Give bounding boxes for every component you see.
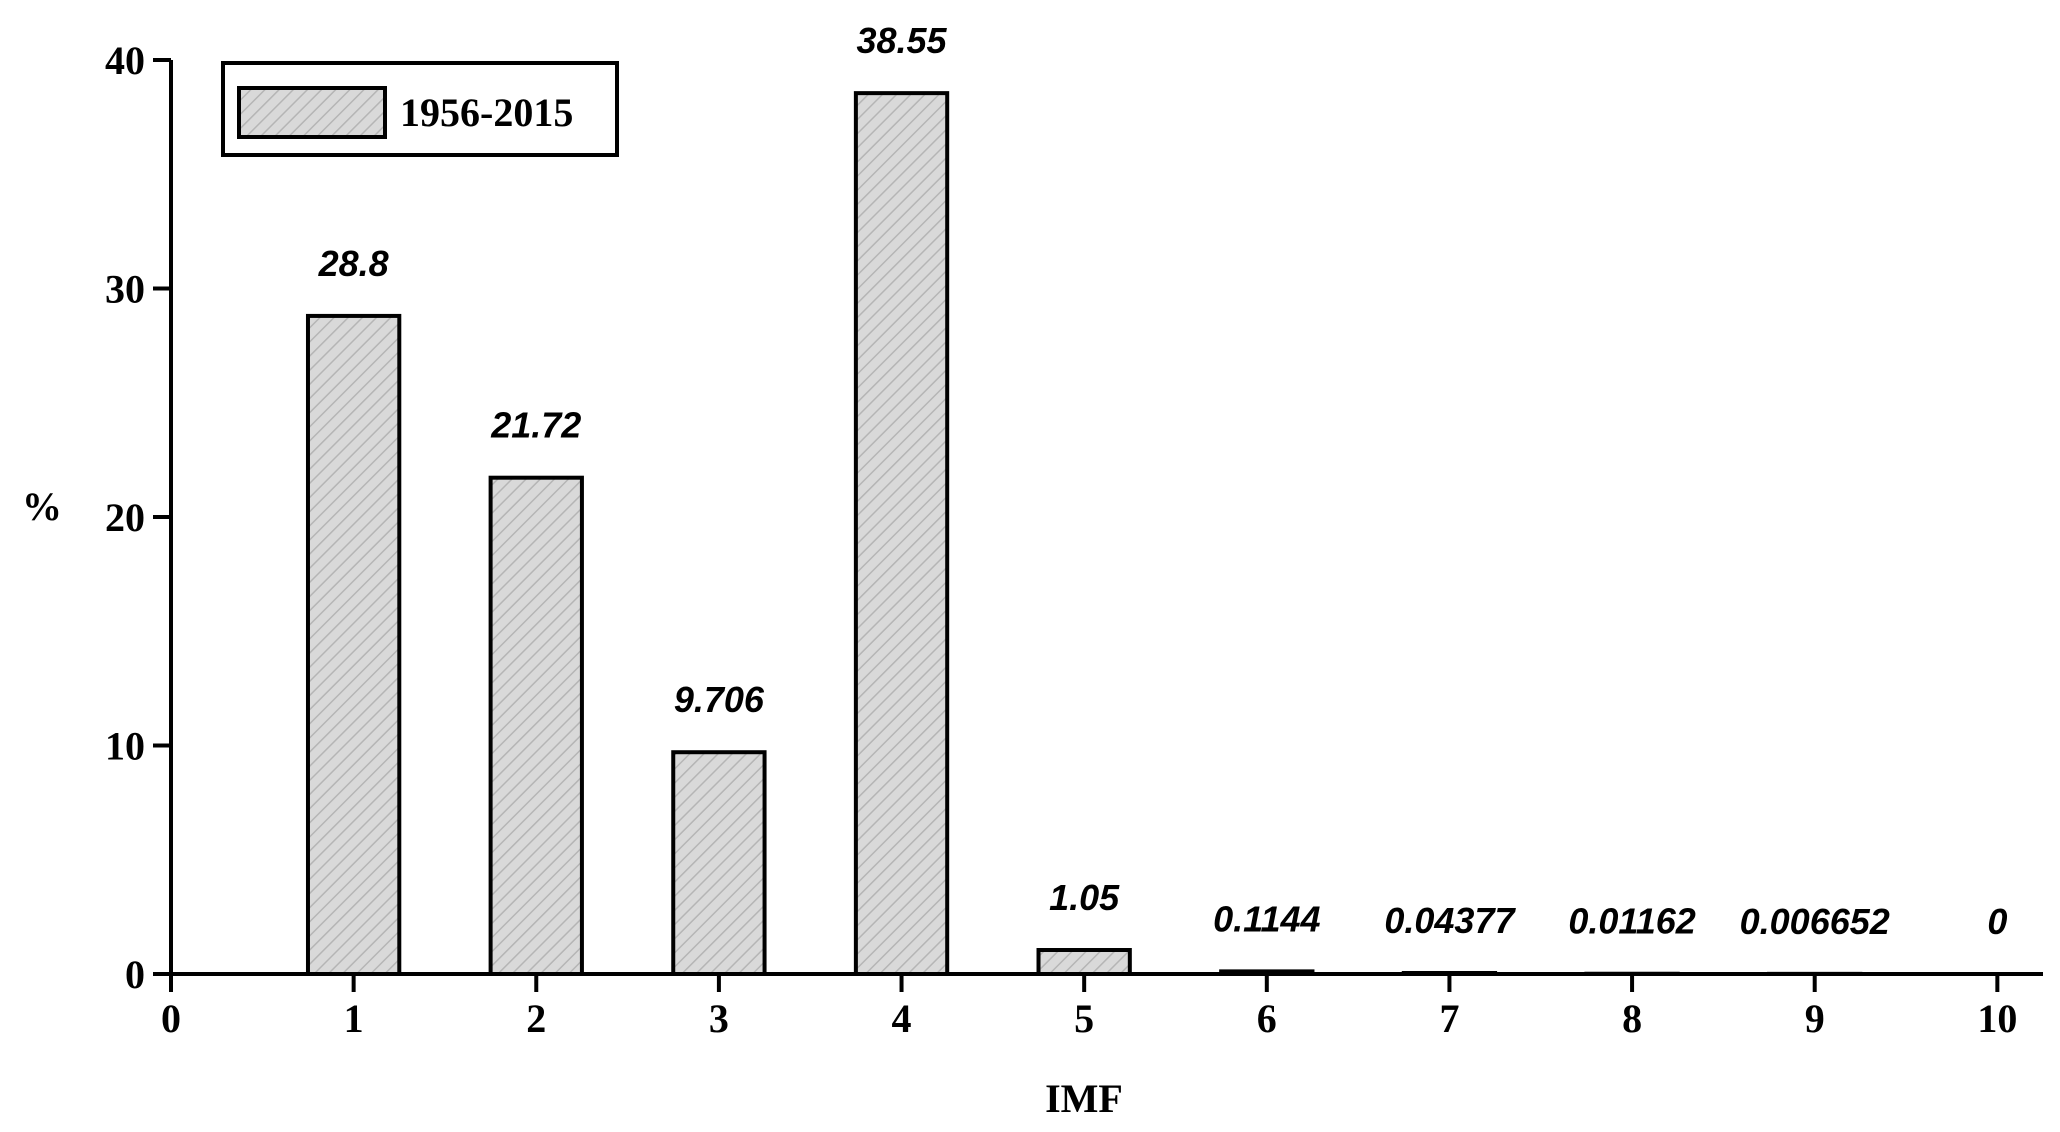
y-tick-label: 20 [105,495,145,540]
y-tick-label: 0 [125,952,145,997]
y-tick-label: 10 [105,724,145,769]
x-tick-label: 5 [1074,996,1094,1041]
x-tick-label: 2 [526,996,546,1041]
x-tick-label: 0 [161,996,181,1041]
data-label: 0 [1987,901,2007,942]
x-tick-label: 6 [1257,996,1277,1041]
x-tick-label: 4 [892,996,912,1041]
legend-label: 1956-2015 [400,90,573,135]
bar [1401,970,1498,977]
bar [488,475,584,976]
data-label: 0.006652 [1740,901,1890,942]
data-label: 21.72 [490,405,581,446]
y-tick-label: 30 [105,267,145,312]
data-label: 0.04377 [1384,900,1516,941]
bar [1036,948,1132,977]
x-tick-label: 8 [1622,996,1642,1041]
data-label: 0.1144 [1213,898,1320,939]
x-tick-label: 9 [1805,996,1825,1041]
y-tick-label: 40 [105,38,145,83]
bar [671,750,767,976]
legend-swatch [237,86,387,139]
x-tick-label: 3 [709,996,729,1041]
x-axis-label: IMF [1045,1076,1123,1121]
data-label: 0.01162 [1568,901,1695,942]
legend-box [221,61,619,157]
bar [1219,969,1315,977]
data-label: 38.55 [856,20,947,61]
data-label: 28.8 [318,243,389,284]
x-tick-label: 1 [344,996,364,1041]
y-axis-label: % [22,484,62,529]
data-label: 9.706 [674,679,765,720]
x-tick-label: 10 [1977,996,2017,1041]
data-label: 1.05 [1049,877,1120,918]
bar [305,313,402,977]
bar [853,91,950,976]
x-tick-label: 7 [1439,996,1459,1041]
